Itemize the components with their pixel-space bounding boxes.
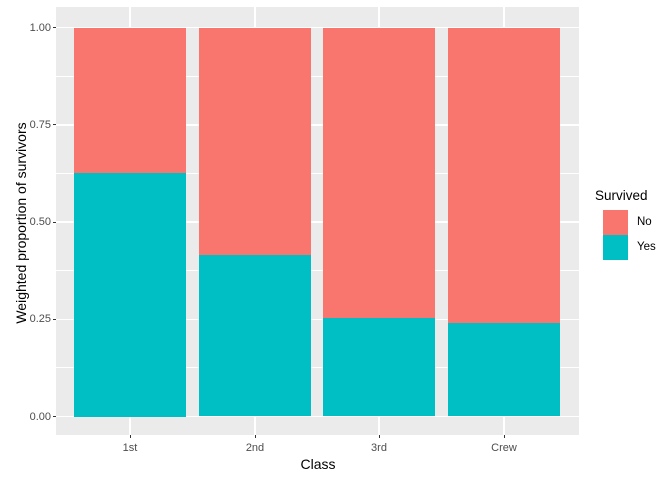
x-tick-mark (503, 435, 505, 438)
bar-segment-no-3rd (323, 27, 435, 319)
legend-entry-yes: Yes (595, 235, 670, 260)
legend-label-yes: Yes (637, 241, 656, 253)
x-tick-label-crew: Crew (491, 442, 517, 454)
minor-gridline (56, 172, 579, 174)
bar-segment-no-1st (74, 27, 186, 174)
legend-title: Survived (595, 188, 648, 203)
bar-segment-no-2nd (199, 27, 311, 256)
major-gridline (56, 318, 579, 320)
legend: Survived No Yes (595, 188, 670, 260)
x-axis-title: Class (300, 456, 336, 472)
y-tick-mark (53, 124, 56, 126)
minor-gridline (56, 367, 579, 369)
bar-segment-yes-crew (448, 323, 560, 417)
plot-panel (56, 7, 579, 435)
y-tick-label: 1.00 (29, 21, 51, 34)
legend-key-no (603, 210, 628, 235)
y-tick-label: 0.75 (29, 118, 51, 131)
y-tick-label: 0.50 (29, 216, 51, 228)
major-gridline (56, 221, 579, 223)
bar-segment-yes-2nd (199, 255, 311, 417)
major-gridline (56, 124, 579, 126)
bar-segment-yes-3rd (323, 318, 435, 417)
x-tick-label-2nd: 2nd (245, 442, 265, 454)
legend-entries: No Yes (595, 210, 670, 260)
y-tick-mark (53, 416, 56, 417)
major-gridline (56, 26, 579, 29)
legend-key-yes (603, 235, 628, 260)
y-tick-label: 0.00 (29, 410, 51, 423)
x-tick-mark (378, 435, 380, 438)
y-tick-mark (53, 318, 56, 320)
major-gridline (56, 415, 579, 418)
minor-gridline (56, 270, 579, 272)
x-tick-label-3rd: 3rd (371, 442, 387, 454)
legend-entry-no: No (595, 210, 670, 235)
bar-segment-yes-1st (74, 173, 186, 417)
x-tick-label-1st: 1st (122, 442, 138, 454)
y-tick-label: 0.25 (29, 313, 51, 326)
y-tick-mark (53, 221, 56, 223)
x-tick-mark (254, 435, 256, 438)
legend-label-no: No (637, 216, 652, 228)
minor-gridline (56, 75, 579, 77)
y-tick-mark (53, 27, 56, 28)
bar-segment-no-crew (448, 27, 560, 324)
x-tick-mark (129, 435, 131, 438)
